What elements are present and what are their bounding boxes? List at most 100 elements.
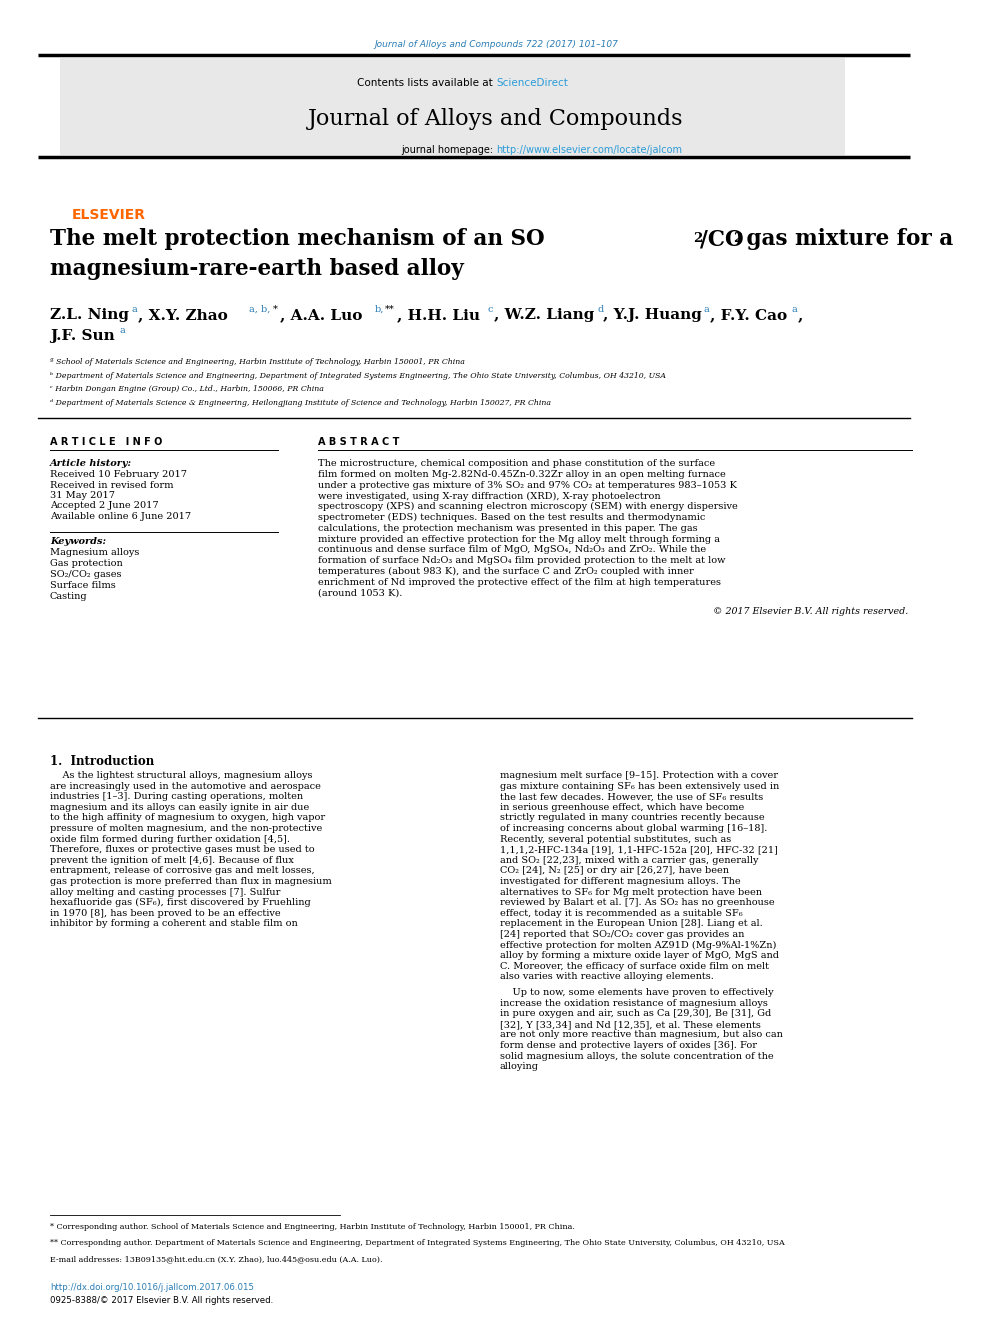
Text: alloy by forming a mixture oxide layer of MgO, MgS and: alloy by forming a mixture oxide layer o…	[500, 951, 779, 960]
Text: Keywords:: Keywords:	[50, 537, 106, 546]
Text: ELSEVIER: ELSEVIER	[72, 208, 146, 222]
Text: solid magnesium alloys, the solute concentration of the: solid magnesium alloys, the solute conce…	[500, 1052, 774, 1061]
Text: E-mail addresses: 13B09135@hit.edu.cn (X.Y. Zhao), luo.445@osu.edu (A.A. Luo).: E-mail addresses: 13B09135@hit.edu.cn (X…	[50, 1256, 383, 1263]
Text: Received 10 February 2017: Received 10 February 2017	[50, 470, 187, 479]
Text: ,: ,	[798, 308, 804, 321]
Text: increase the oxidation resistance of magnesium alloys: increase the oxidation resistance of mag…	[500, 999, 768, 1008]
Text: 2: 2	[733, 232, 742, 245]
Text: form dense and protective layers of oxides [36]. For: form dense and protective layers of oxid…	[500, 1041, 757, 1050]
Text: of increasing concerns about global warming [16–18].: of increasing concerns about global warm…	[500, 824, 768, 833]
Text: strictly regulated in many countries recently because: strictly regulated in many countries rec…	[500, 814, 765, 823]
Text: a: a	[792, 306, 798, 314]
Text: magnesium and its alloys can easily ignite in air due: magnesium and its alloys can easily igni…	[50, 803, 310, 812]
Text: Accepted 2 June 2017: Accepted 2 June 2017	[50, 501, 159, 511]
Text: also varies with reactive alloying elements.: also varies with reactive alloying eleme…	[500, 972, 714, 982]
Text: , Y.J. Huang: , Y.J. Huang	[603, 308, 702, 321]
Text: http://dx.doi.org/10.1016/j.jallcom.2017.06.015: http://dx.doi.org/10.1016/j.jallcom.2017…	[50, 1283, 254, 1293]
Text: enrichment of Nd improved the protective effect of the film at high temperatures: enrichment of Nd improved the protective…	[318, 578, 721, 587]
Text: alternatives to SF₆ for Mg melt protection have been: alternatives to SF₆ for Mg melt protecti…	[500, 888, 762, 897]
Text: 31 May 2017: 31 May 2017	[50, 491, 115, 500]
Text: (around 1053 K).: (around 1053 K).	[318, 589, 403, 598]
Text: , W.Z. Liang: , W.Z. Liang	[494, 308, 594, 321]
Text: c: c	[488, 306, 493, 314]
Text: a: a	[703, 306, 708, 314]
Text: prevent the ignition of melt [4,6]. Because of flux: prevent the ignition of melt [4,6]. Beca…	[50, 856, 294, 865]
Text: [32], Y [33,34] and Nd [12,35], et al. These elements: [32], Y [33,34] and Nd [12,35], et al. T…	[500, 1020, 761, 1029]
Text: Magnesium alloys: Magnesium alloys	[50, 548, 139, 557]
Text: pressure of molten magnesium, and the non-protective: pressure of molten magnesium, and the no…	[50, 824, 322, 833]
Text: ᶜ Harbin Dongan Engine (Group) Co., Ltd., Harbin, 150066, PR China: ᶜ Harbin Dongan Engine (Group) Co., Ltd.…	[50, 385, 323, 393]
Text: ᵈ Department of Materials Science & Engineering, Heilongjiang Institute of Scien: ᵈ Department of Materials Science & Engi…	[50, 398, 551, 406]
Text: d: d	[597, 306, 603, 314]
Text: mixture provided an effective protection for the Mg alloy melt through forming a: mixture provided an effective protection…	[318, 534, 720, 544]
Text: inhibitor by forming a coherent and stable film on: inhibitor by forming a coherent and stab…	[50, 919, 298, 929]
Text: investigated for different magnesium alloys. The: investigated for different magnesium all…	[500, 877, 741, 886]
Text: Journal of Alloys and Compounds: Journal of Alloys and Compounds	[309, 108, 683, 130]
Text: to the high affinity of magnesium to oxygen, high vapor: to the high affinity of magnesium to oxy…	[50, 814, 325, 823]
Text: alloy melting and casting processes [7]. Sulfur: alloy melting and casting processes [7].…	[50, 888, 281, 897]
Text: Gas protection: Gas protection	[50, 560, 123, 568]
Text: replacement in the European Union [28]. Liang et al.: replacement in the European Union [28]. …	[500, 919, 763, 929]
Text: magnesium melt surface [9–15]. Protection with a cover: magnesium melt surface [9–15]. Protectio…	[500, 771, 778, 781]
Text: The microstructure, chemical composition and phase constitution of the surface: The microstructure, chemical composition…	[318, 459, 715, 468]
Text: film formed on molten Mg-2.82Nd-0.45Zn-0.32Zr alloy in an open melting furnace: film formed on molten Mg-2.82Nd-0.45Zn-0…	[318, 470, 726, 479]
Text: industries [1–3]. During casting operations, molten: industries [1–3]. During casting operati…	[50, 792, 304, 802]
Text: , X.Y. Zhao: , X.Y. Zhao	[138, 308, 228, 321]
Text: Journal of Alloys and Compounds 722 (2017) 101–107: Journal of Alloys and Compounds 722 (201…	[374, 40, 618, 49]
Text: ** Corresponding author. Department of Materials Science and Engineering, Depart: ** Corresponding author. Department of M…	[50, 1240, 785, 1248]
Text: are increasingly used in the automotive and aerospace: are increasingly used in the automotive …	[50, 782, 320, 791]
Text: continuous and dense surface film of MgO, MgSO₄, Nd₂O₃ and ZrO₂. While the: continuous and dense surface film of MgO…	[318, 545, 706, 554]
Text: hexafluoride gas (SF₆), first discovered by Fruehling: hexafluoride gas (SF₆), first discovered…	[50, 898, 310, 908]
Text: Up to now, some elements have proven to effectively: Up to now, some elements have proven to …	[500, 988, 774, 998]
Text: *: *	[273, 306, 278, 314]
Text: effect, today it is recommended as a suitable SF₆: effect, today it is recommended as a sui…	[500, 909, 743, 918]
Text: a, b,: a, b,	[249, 306, 271, 314]
Text: spectroscopy (XPS) and scanning electron microscopy (SEM) with energy dispersive: spectroscopy (XPS) and scanning electron…	[318, 503, 738, 511]
Text: Z.L. Ning: Z.L. Ning	[50, 308, 129, 321]
Text: , H.H. Liu: , H.H. Liu	[397, 308, 480, 321]
Text: Contents lists available at: Contents lists available at	[357, 78, 496, 89]
Text: b,: b,	[375, 306, 384, 314]
Text: gas protection is more preferred than flux in magnesium: gas protection is more preferred than fl…	[50, 877, 331, 886]
Text: As the lightest structural alloys, magnesium alloys: As the lightest structural alloys, magne…	[50, 771, 312, 781]
Text: temperatures (about 983 K), and the surface C and ZrO₂ coupled with inner: temperatures (about 983 K), and the surf…	[318, 568, 693, 576]
Text: spectrometer (EDS) techniques. Based on the test results and thermodynamic: spectrometer (EDS) techniques. Based on …	[318, 513, 705, 523]
Text: C. Moreover, the efficacy of surface oxide film on melt: C. Moreover, the efficacy of surface oxi…	[500, 962, 769, 971]
Text: 2: 2	[693, 232, 702, 245]
Text: in pure oxygen and air, such as Ca [29,30], Be [31], Gd: in pure oxygen and air, such as Ca [29,3…	[500, 1009, 771, 1019]
Text: , F.Y. Cao: , F.Y. Cao	[710, 308, 787, 321]
Text: /CO: /CO	[700, 228, 744, 250]
FancyBboxPatch shape	[60, 58, 845, 155]
Text: formation of surface Nd₂O₃ and MgSO₄ film provided protection to the melt at low: formation of surface Nd₂O₃ and MgSO₄ fil…	[318, 556, 725, 565]
Text: [24] reported that SO₂/CO₂ cover gas provides an: [24] reported that SO₂/CO₂ cover gas pro…	[500, 930, 744, 939]
Text: entrapment, release of corrosive gas and melt losses,: entrapment, release of corrosive gas and…	[50, 867, 314, 876]
Text: J.F. Sun: J.F. Sun	[50, 329, 115, 343]
Text: gas mixture containing SF₆ has been extensively used in: gas mixture containing SF₆ has been exte…	[500, 782, 780, 791]
Text: CO₂ [24], N₂ [25] or dry air [26,27], have been: CO₂ [24], N₂ [25] or dry air [26,27], ha…	[500, 867, 729, 876]
Text: **: **	[385, 306, 395, 314]
Text: , A.A. Luo: , A.A. Luo	[280, 308, 362, 321]
Text: Available online 6 June 2017: Available online 6 June 2017	[50, 512, 191, 521]
Text: gas mixture for a: gas mixture for a	[739, 228, 953, 250]
Text: Casting: Casting	[50, 591, 87, 601]
Text: in 1970 [8], has been proved to be an effective: in 1970 [8], has been proved to be an ef…	[50, 909, 281, 918]
Text: The melt protection mechanism of an SO: The melt protection mechanism of an SO	[50, 228, 545, 250]
Text: in serious greenhouse effect, which have become: in serious greenhouse effect, which have…	[500, 803, 744, 812]
Text: journal homepage:: journal homepage:	[401, 146, 496, 155]
Text: a: a	[131, 306, 137, 314]
Text: oxide film formed during further oxidation [4,5].: oxide film formed during further oxidati…	[50, 835, 290, 844]
Text: A B S T R A C T: A B S T R A C T	[318, 437, 400, 447]
Text: reviewed by Balart et al. [7]. As SO₂ has no greenhouse: reviewed by Balart et al. [7]. As SO₂ ha…	[500, 898, 775, 908]
Text: 0925-8388/© 2017 Elsevier B.V. All rights reserved.: 0925-8388/© 2017 Elsevier B.V. All right…	[50, 1297, 273, 1304]
Text: A R T I C L E   I N F O: A R T I C L E I N F O	[50, 437, 163, 447]
Text: 1,1,1,2-HFC-134a [19], 1,1-HFC-152a [20], HFC-32 [21]: 1,1,1,2-HFC-134a [19], 1,1-HFC-152a [20]…	[500, 845, 778, 855]
Text: Received in revised form: Received in revised form	[50, 480, 174, 490]
Text: under a protective gas mixture of 3% SO₂ and 97% CO₂ at temperatures 983–1053 K: under a protective gas mixture of 3% SO₂…	[318, 480, 737, 490]
Text: a: a	[120, 325, 126, 335]
Text: http://www.elsevier.com/locate/jalcom: http://www.elsevier.com/locate/jalcom	[496, 146, 682, 155]
Text: and SO₂ [22,23], mixed with a carrier gas, generally: and SO₂ [22,23], mixed with a carrier ga…	[500, 856, 759, 865]
Text: calculations, the protection mechanism was presented in this paper. The gas: calculations, the protection mechanism w…	[318, 524, 697, 533]
Text: magnesium-rare-earth based alloy: magnesium-rare-earth based alloy	[50, 258, 463, 280]
Text: ᵇ Department of Materials Science and Engineering, Department of Integrated Syst: ᵇ Department of Materials Science and En…	[50, 372, 666, 380]
Text: © 2017 Elsevier B.V. All rights reserved.: © 2017 Elsevier B.V. All rights reserved…	[712, 607, 908, 617]
